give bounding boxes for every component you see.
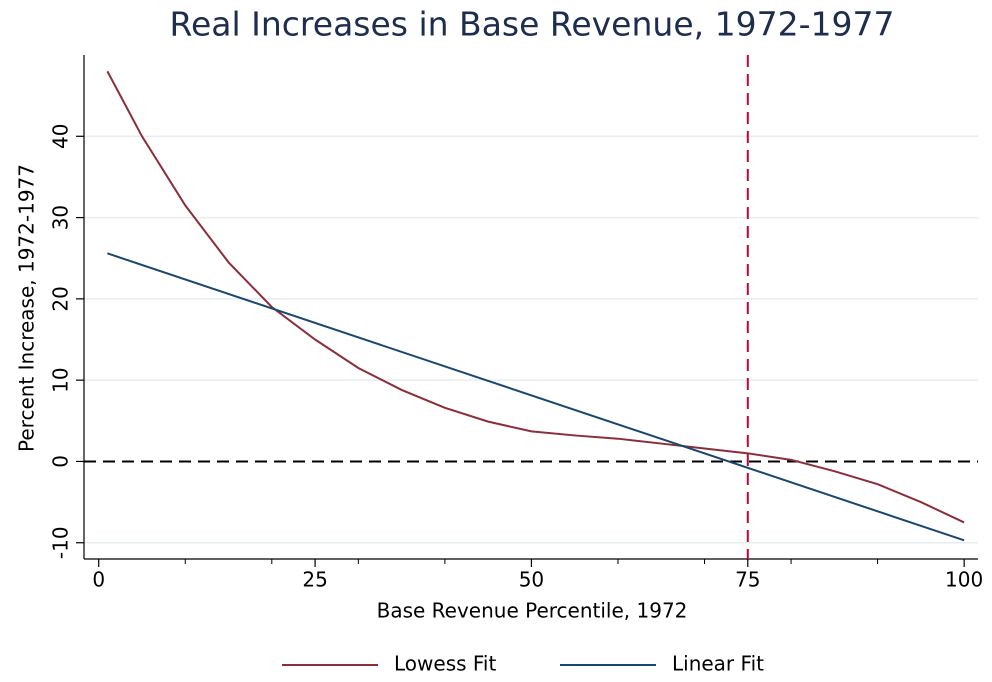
chart-title: Real Increases in Base Revenue, 1972-197… bbox=[170, 5, 895, 44]
y-tick-label: 10 bbox=[49, 367, 73, 392]
x-tick-label: 25 bbox=[302, 568, 327, 592]
series-line bbox=[107, 252, 965, 542]
x-tick-label: 100 bbox=[945, 568, 983, 592]
y-tick-label: 20 bbox=[49, 286, 73, 311]
y-tick-label: -10 bbox=[49, 526, 73, 559]
y-tick-label: 30 bbox=[49, 205, 73, 230]
y-tick-label: 40 bbox=[49, 124, 73, 149]
legend-label: Lowess Fit bbox=[394, 652, 496, 676]
x-tick-label: 75 bbox=[735, 568, 760, 592]
y-axis-label: Percent Increase, 1972-1977 bbox=[15, 164, 39, 452]
x-tick-label: 0 bbox=[92, 568, 105, 592]
series-line bbox=[106, 70, 965, 524]
x-tick-label: 50 bbox=[519, 568, 544, 592]
legend-label: Linear Fit bbox=[672, 652, 764, 676]
x-axis-label: Base Revenue Percentile, 1972 bbox=[377, 599, 688, 623]
y-tick-label: 0 bbox=[49, 455, 73, 468]
